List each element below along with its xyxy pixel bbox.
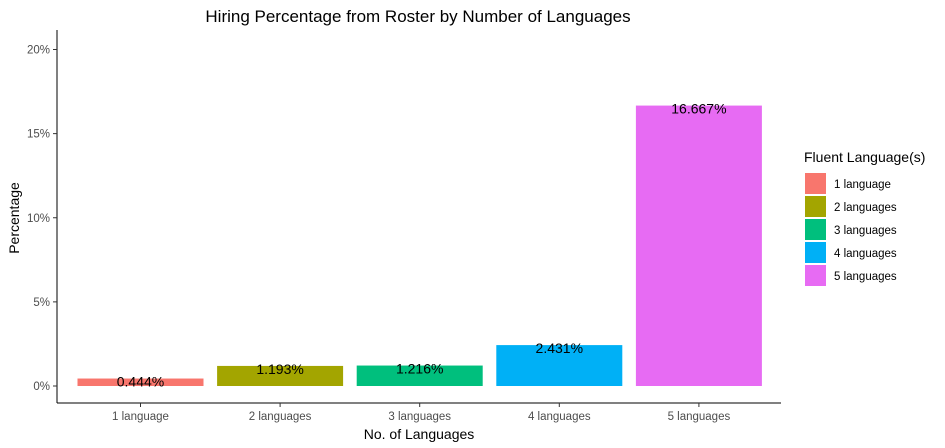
x-tick-label: 2 languages: [249, 411, 312, 423]
x-tick-label: 1 language: [112, 411, 169, 423]
x-tick-label: 3 languages: [388, 411, 451, 423]
legend: Fluent Language(s) 1 language 2 languages…: [804, 149, 925, 286]
legend-swatch: [805, 173, 826, 194]
legend-label: 5 languages: [834, 271, 897, 283]
data-label: 2.431%: [536, 340, 583, 356]
legend-swatch: [805, 219, 826, 240]
data-label: 0.444%: [117, 374, 164, 390]
x-tick-label: 4 languages: [528, 411, 591, 423]
plot-area: 0.444% 1.193% 1.216% 2.431% 16.667%: [77, 101, 762, 390]
legend-swatch: [805, 196, 826, 217]
bar-4: [496, 345, 623, 386]
legend-label: 3 languages: [834, 225, 897, 237]
legend-swatch: [805, 265, 826, 286]
data-label: 1.193%: [256, 361, 303, 377]
legend-label: 4 languages: [834, 248, 897, 260]
y-axis-title: Percentage: [6, 182, 22, 254]
legend-label: 1 language: [834, 179, 891, 191]
chart-title: Hiring Percentage from Roster by Number …: [205, 7, 630, 26]
y-tick-label: 0%: [33, 381, 50, 393]
data-label: 16.667%: [671, 101, 726, 117]
bar-3: [356, 365, 483, 386]
y-tick-label: 10%: [27, 213, 50, 225]
x-tick-label: 5 languages: [668, 411, 731, 423]
bar-5: [635, 105, 762, 386]
legend-title: Fluent Language(s): [804, 149, 925, 165]
bar-2: [217, 365, 344, 386]
y-tick-label: 15%: [27, 129, 50, 141]
data-label: 1.216%: [396, 361, 443, 377]
legend-swatch: [805, 242, 826, 263]
y-axis: 0% 5% 10% 15% 20%: [27, 45, 57, 393]
y-tick-label: 5%: [33, 297, 50, 309]
x-axis: 1 language 2 languages 3 languages 4 langua…: [112, 403, 730, 423]
legend-label: 2 languages: [834, 202, 897, 214]
x-axis-title: No. of Languages: [364, 426, 475, 442]
y-tick-label: 20%: [27, 45, 50, 57]
bar-1: [77, 378, 204, 386]
